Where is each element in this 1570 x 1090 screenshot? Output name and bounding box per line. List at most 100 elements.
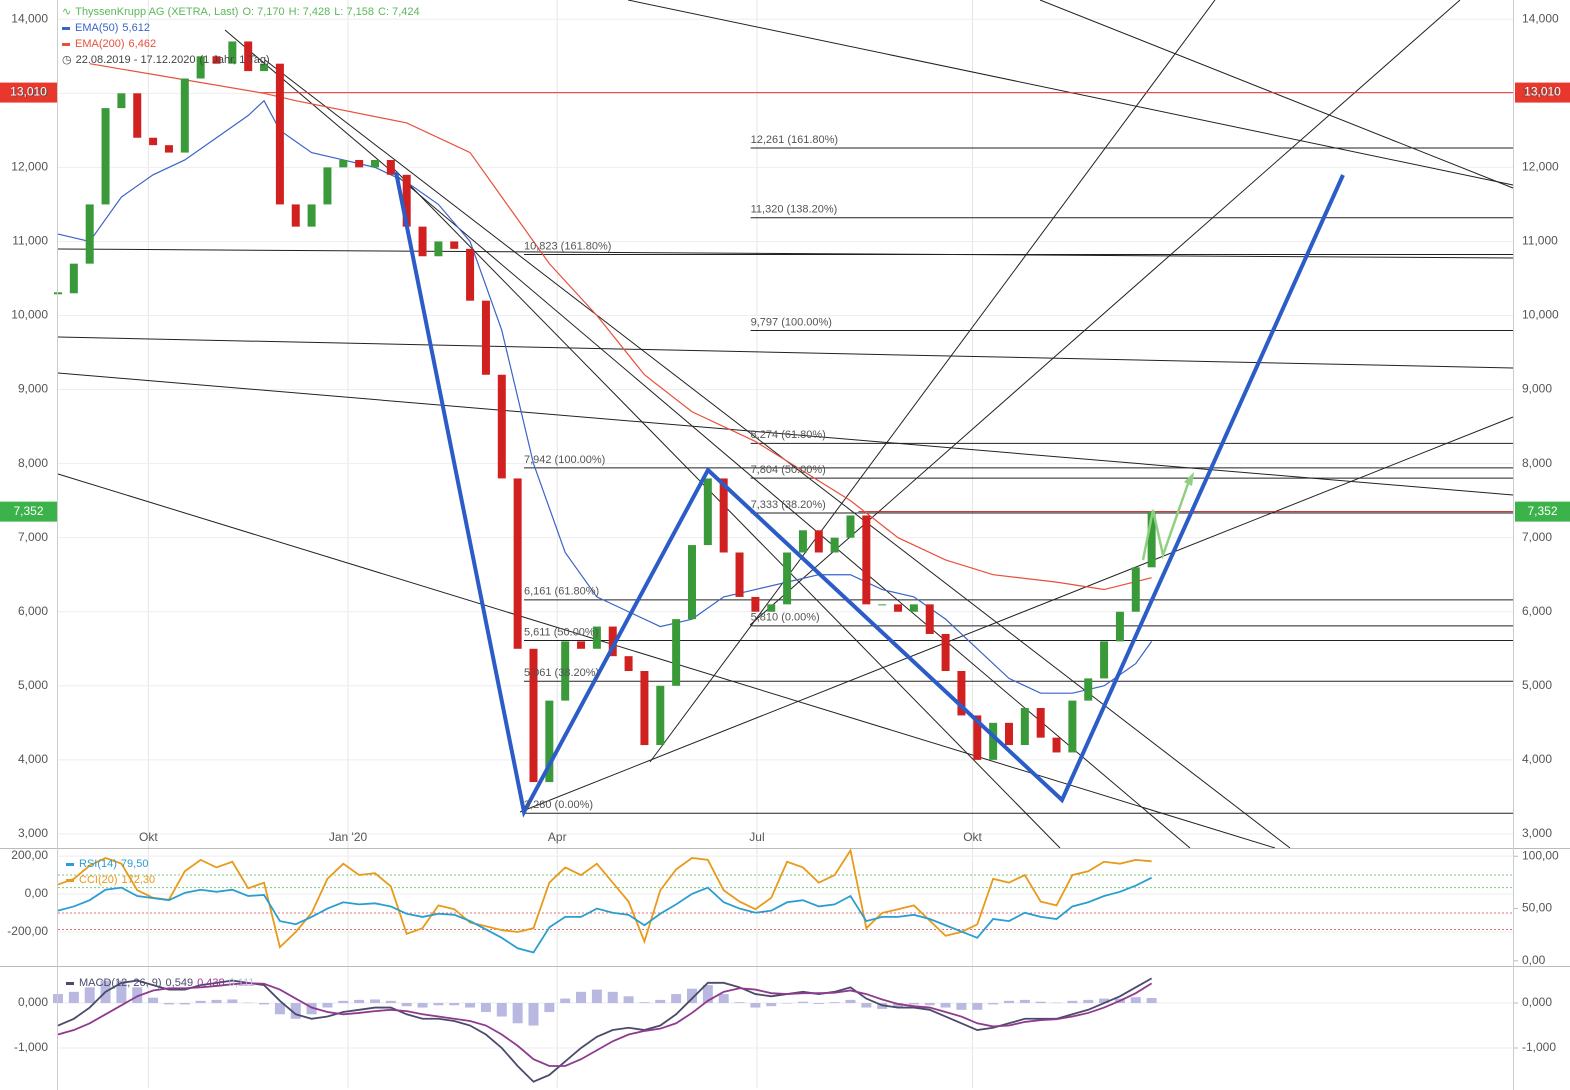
candle <box>85 204 94 264</box>
histogram-bar <box>734 1002 745 1004</box>
histogram-bar <box>179 1003 190 1005</box>
price-badge-label: 7,352 <box>1527 504 1557 518</box>
candle <box>418 226 427 257</box>
histogram-bar <box>1099 998 1110 1004</box>
candle <box>894 604 903 612</box>
candle <box>212 56 221 64</box>
histogram-bar <box>259 1003 270 1005</box>
candle <box>1084 678 1093 701</box>
y-tick-label: 10,000 <box>11 308 48 322</box>
legend-label: EMA(200) <box>75 38 125 50</box>
y-tick-label: 9,000 <box>18 382 48 396</box>
legend-value: 79,50 <box>120 858 149 870</box>
legend-value: 0,549 <box>165 977 194 989</box>
candle <box>244 41 253 72</box>
histogram-bar <box>385 1000 396 1004</box>
y2-tick-label: 5,000 <box>1522 678 1552 692</box>
candle <box>529 648 538 783</box>
candle <box>133 93 142 138</box>
candle <box>1020 708 1029 746</box>
trend-line <box>264 59 1291 849</box>
y-tick-label: -200,00 <box>7 924 48 938</box>
candle <box>1131 567 1140 612</box>
histogram-bar <box>782 1003 793 1004</box>
y2-tick-label: 50,00 <box>1522 901 1552 915</box>
histogram-bar <box>369 999 380 1004</box>
fib-label: 6,161 (61.80%) <box>524 586 599 598</box>
y2-tick-label: 9,000 <box>1522 382 1552 396</box>
y2-tick-label: 12,000 <box>1522 160 1559 174</box>
legend-swatch <box>66 878 74 882</box>
price-badge-label: 13,010 <box>10 85 47 99</box>
y2-tick-label: 14,000 <box>1522 11 1559 25</box>
legend-swatch <box>62 26 70 30</box>
x-tick-label: Jul <box>749 830 764 844</box>
histogram-bar <box>322 1003 333 1008</box>
histogram-bar <box>195 1000 206 1004</box>
indicator-line <box>57 977 1153 1083</box>
candle <box>989 722 998 760</box>
candle <box>434 241 443 257</box>
trend-line <box>57 372 1514 496</box>
price-badge-label: 13,010 <box>1524 85 1561 99</box>
pattern-line <box>394 171 1345 818</box>
y2-tick-label: 7,000 <box>1522 530 1552 544</box>
histogram-bar <box>908 1003 919 1005</box>
marks <box>0 41 1570 1083</box>
histogram-bar <box>845 999 856 1004</box>
histogram-bar <box>797 1001 808 1004</box>
y2-tick-label: 100,00 <box>1522 848 1559 862</box>
y2-tick-label: 6,000 <box>1522 604 1552 618</box>
indicator-line <box>57 876 1153 954</box>
y-tick-label: 5,000 <box>18 678 48 692</box>
y-tick-label: 7,000 <box>18 530 48 544</box>
candle <box>1036 708 1045 738</box>
candle <box>117 93 126 109</box>
indicator-line <box>57 982 1153 1067</box>
legend-row: ◷ 22.08.2019 - 17.12.2020 (1 Jahr, 1 Tag) <box>62 52 424 68</box>
candle <box>751 596 760 612</box>
x-tick-label: Okt <box>963 830 982 844</box>
legend-row: RSI(14) 79,50 <box>66 856 159 872</box>
fib-label: 9,797 (100.00%) <box>751 316 832 328</box>
histogram-bar <box>591 989 602 1004</box>
candle <box>370 159 379 168</box>
histogram-bar <box>116 980 127 1004</box>
period: (1 Jahr, 1 Tag) <box>199 54 270 66</box>
histogram-bar <box>1051 1002 1062 1004</box>
candle <box>101 108 110 205</box>
clock-icon: ◷ <box>62 54 72 66</box>
histogram-bar <box>274 1003 285 1015</box>
price-badge <box>1515 501 1570 522</box>
histogram-bar <box>702 985 713 1004</box>
histogram-bar <box>512 1003 523 1024</box>
histogram-bar <box>623 996 634 1004</box>
y-tick-label: 3,000 <box>18 826 48 840</box>
legend-label: MACD(12, 26, 9) <box>79 977 162 989</box>
candle <box>164 145 173 153</box>
y-tick-label: 0,00 <box>25 886 49 900</box>
candle <box>450 241 459 249</box>
histogram-bar <box>576 991 587 1004</box>
histogram-bar <box>1067 1000 1078 1004</box>
trend-line <box>224 29 1191 849</box>
price-badge <box>0 82 57 103</box>
candle <box>497 374 506 479</box>
legend-value: 5,612 <box>122 22 150 34</box>
candle <box>260 63 269 72</box>
candle <box>561 641 570 701</box>
candle <box>1004 722 1013 746</box>
histogram-bar <box>243 1002 254 1004</box>
legend-value: 0,438 <box>197 977 225 989</box>
projection-arrow <box>1141 477 1192 561</box>
candle <box>846 515 855 538</box>
candle <box>402 174 411 227</box>
fib-label: 11,320 (138.20%) <box>751 204 838 216</box>
candle <box>592 626 601 649</box>
candle <box>640 670 649 746</box>
histogram-bar <box>560 998 571 1004</box>
legend-title: ThyssenKrupp AG (XETRA, Last) <box>75 6 239 18</box>
trend-line <box>57 248 1514 259</box>
